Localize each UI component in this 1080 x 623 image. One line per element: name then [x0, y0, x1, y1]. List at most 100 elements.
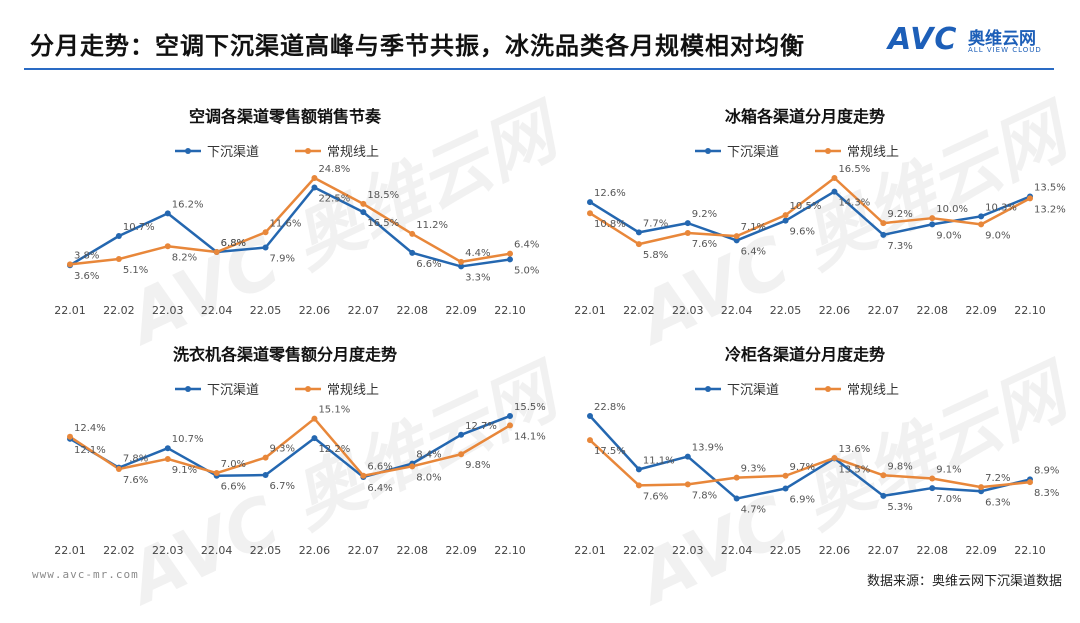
x-tick-label: 22.03	[672, 544, 704, 557]
data-label: 6.6%	[221, 482, 246, 493]
data-point	[1027, 195, 1033, 202]
data-label: 7.6%	[643, 491, 668, 502]
data-point	[458, 431, 465, 438]
data-point	[587, 199, 593, 206]
data-point	[213, 249, 220, 256]
data-point	[507, 250, 513, 257]
data-label: 13.2%	[1034, 204, 1066, 215]
series-line-0	[69, 186, 511, 268]
chart-refrigerator: 冰箱各渠道分月度走势 下沉渠道 常规线上 22.01 22.02 22.03 22.04 22…	[560, 100, 1066, 320]
data-label: 6.6%	[416, 259, 441, 270]
data-label: 13.5%	[1034, 183, 1066, 194]
data-label: 6.6%	[367, 462, 392, 473]
data-point	[733, 495, 740, 502]
x-tick-label: 22.08	[396, 304, 428, 317]
data-point	[978, 213, 985, 220]
data-point	[929, 485, 936, 492]
data-label: 16.5%	[838, 164, 870, 175]
data-label: 15.5%	[514, 402, 546, 413]
logo-cn-text: 奥维云网	[968, 29, 1036, 49]
data-point	[635, 482, 642, 489]
data-point	[635, 466, 642, 473]
x-tick-label: 22.02	[103, 304, 135, 317]
data-point	[262, 454, 269, 461]
legend-marker	[705, 148, 711, 154]
data-label: 10.5%	[790, 201, 822, 212]
x-tick-label: 22.01	[574, 544, 606, 557]
data-label: 7.2%	[985, 473, 1010, 484]
x-tick-label: 22.06	[819, 544, 851, 557]
data-point	[458, 258, 465, 265]
series-line-1	[589, 439, 1031, 489]
data-label: 3.8%	[74, 250, 99, 261]
x-tick-label: 22.01	[54, 544, 86, 557]
chart-washing-machine: 洗衣机各渠道零售额分月度走势 下沉渠道 常规线上 22.01 22.02 22.03 22.…	[40, 338, 546, 560]
x-tick-label: 22.04	[721, 544, 753, 557]
logo-en-text: ALL VIEW CLOUD	[968, 46, 1042, 54]
data-label: 7.0%	[936, 494, 961, 505]
data-label: 13.6%	[838, 444, 870, 455]
data-point	[978, 484, 985, 491]
data-label: 12.7%	[465, 421, 497, 432]
data-label: 9.1%	[936, 464, 961, 475]
data-label: 16.5%	[367, 218, 399, 229]
x-tick-label: 22.07	[868, 544, 900, 557]
data-label: 10.7%	[172, 434, 204, 445]
data-label: 14.1%	[514, 431, 546, 442]
data-point	[929, 215, 936, 222]
legend-item-0: 下沉渠道	[175, 145, 259, 160]
data-label: 14.3%	[838, 198, 870, 209]
x-tick-label: 22.04	[201, 304, 233, 317]
data-label: 11.6%	[270, 218, 302, 229]
data-point	[929, 221, 936, 228]
data-point	[733, 237, 740, 244]
legend-item-0: 下沉渠道	[695, 383, 779, 398]
data-label: 5.3%	[887, 502, 912, 513]
data-label: 22.8%	[594, 402, 626, 413]
data-point	[213, 470, 220, 477]
data-label: 7.9%	[270, 254, 295, 265]
data-point	[409, 249, 416, 256]
x-tick-label: 22.05	[770, 544, 802, 557]
data-label: 9.0%	[936, 230, 961, 241]
legend-item-1: 常规线上	[815, 383, 899, 398]
data-point	[782, 212, 789, 219]
data-point	[684, 453, 691, 460]
data-label: 7.8%	[123, 454, 148, 465]
data-label: 8.3%	[1034, 488, 1059, 499]
data-point	[831, 188, 838, 195]
data-point	[458, 451, 465, 458]
data-point	[635, 241, 642, 248]
data-label: 5.8%	[643, 250, 668, 261]
x-tick-label: 22.10	[494, 304, 526, 317]
data-label: 13.5%	[838, 464, 870, 475]
x-tick-label: 22.07	[348, 544, 380, 557]
x-tick-label: 22.04	[721, 304, 753, 317]
data-label: 7.1%	[741, 222, 766, 233]
x-tick-label: 22.05	[770, 304, 802, 317]
data-label: 22.5%	[318, 193, 350, 204]
page-title: 分月走势：空调下沉渠道高峰与季节共振，冰洗品类各月规模相对均衡	[30, 32, 805, 60]
footer-url: www.avc-mr.com	[32, 568, 139, 581]
chart-title: 冰箱各渠道分月度走势	[725, 107, 885, 126]
footer-source: 数据来源：奥维云网下沉渠道数据	[866, 574, 1062, 589]
data-label: 6.9%	[790, 495, 815, 506]
data-point	[635, 229, 642, 236]
data-label: 7.6%	[692, 239, 717, 250]
data-label: 3.6%	[74, 271, 99, 282]
data-point	[831, 454, 838, 461]
data-point	[115, 232, 122, 239]
data-label: 9.2%	[887, 209, 912, 220]
legend-marker	[705, 386, 711, 392]
data-label: 3.3%	[465, 272, 490, 283]
data-label: 6.4%	[741, 246, 766, 257]
x-tick-label: 22.09	[445, 544, 477, 557]
data-label: 9.3%	[270, 444, 295, 455]
x-tick-label: 22.09	[965, 304, 997, 317]
legend-label: 常规线上	[847, 145, 899, 160]
data-point	[311, 175, 318, 181]
data-point	[262, 244, 269, 251]
x-tick-label: 22.10	[494, 544, 526, 557]
data-label: 5.1%	[123, 265, 148, 276]
data-point	[67, 261, 73, 268]
